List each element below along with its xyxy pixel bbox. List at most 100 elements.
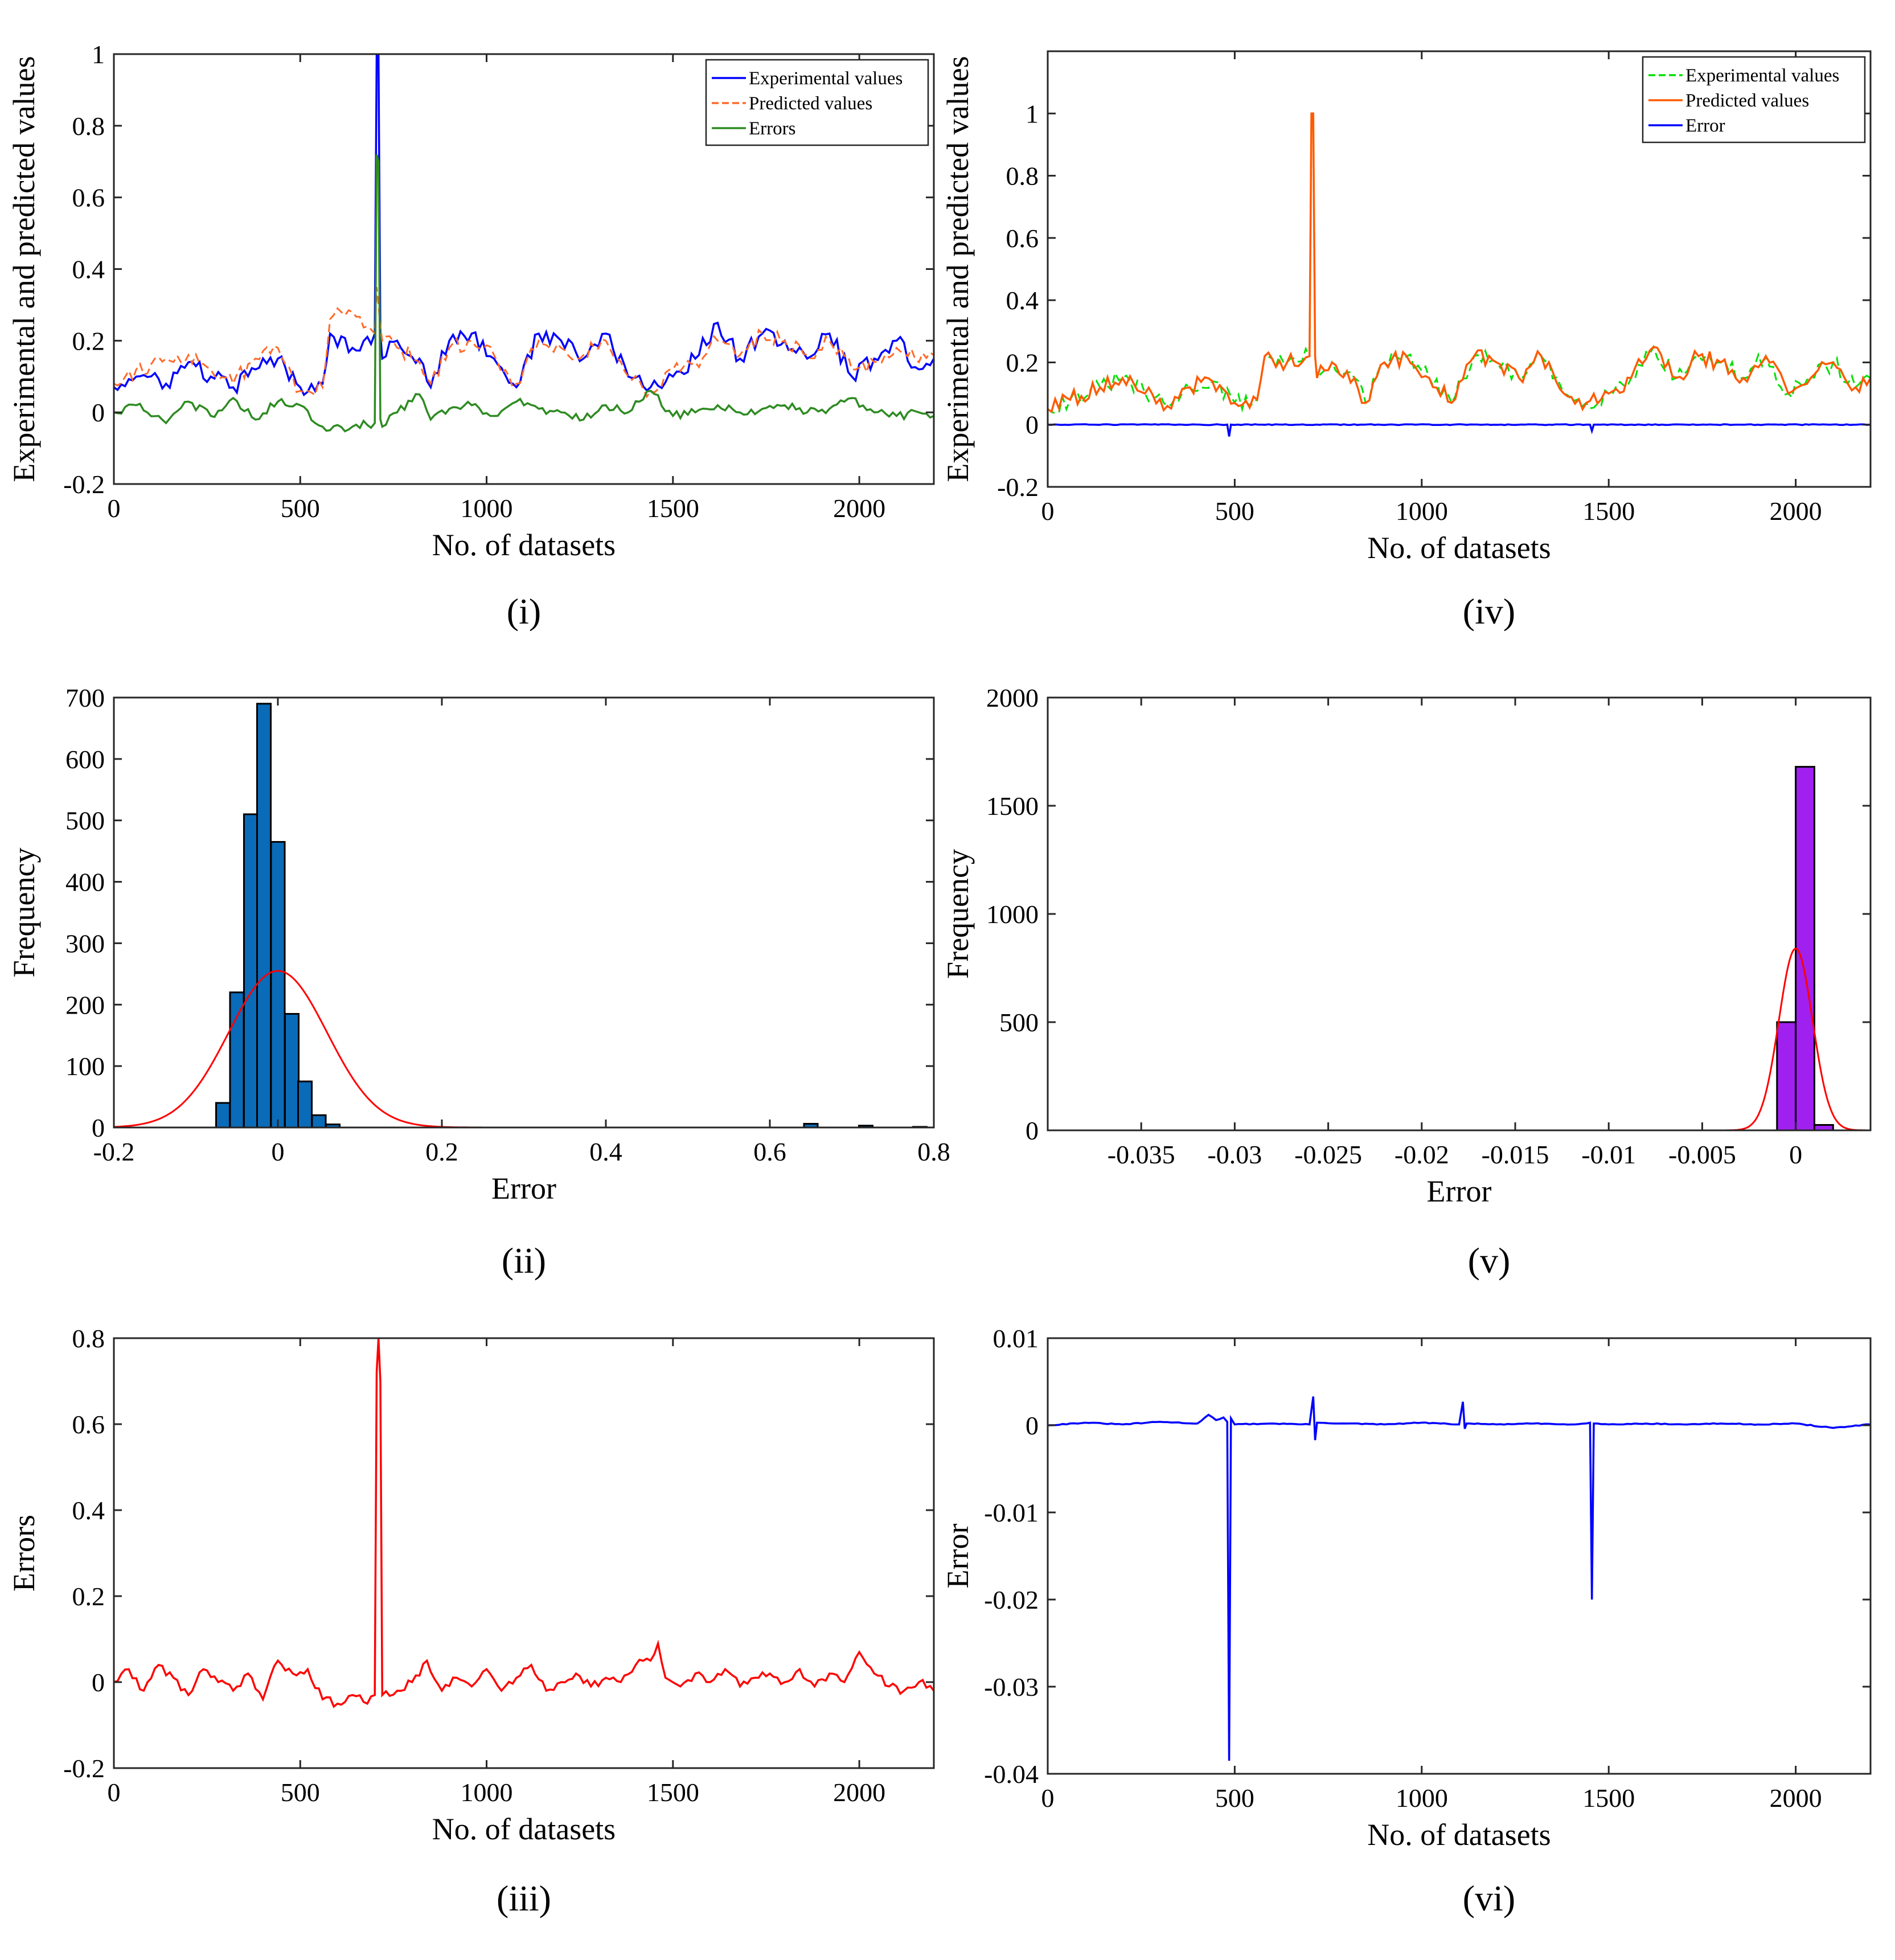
x-axis-label: No. of datasets: [1367, 1818, 1551, 1852]
y-tick-label: 700: [65, 683, 105, 712]
panel-caption: (ii): [502, 1240, 546, 1281]
legend-entry-label: Errors: [749, 118, 795, 139]
axes-box: [1047, 50, 1872, 488]
x-tick-label: -0.02: [1394, 1140, 1449, 1169]
y-tick-label: 0.6: [72, 1410, 105, 1439]
x-tick-label: 1000: [1396, 1783, 1448, 1813]
x-tick-label: 1500: [647, 1778, 699, 1807]
y-tick-label: 500: [999, 1008, 1039, 1037]
y-tick-label: 2000: [986, 683, 1039, 712]
y-axis-label: Frequency: [941, 849, 975, 979]
chart-ii: -0.2 0 0.2 0.4 0.6 0.80100200300400500600700E…: [7, 683, 950, 1281]
axes-box: [1047, 1337, 1872, 1775]
x-tick-label: 500: [1215, 1783, 1254, 1813]
histogram-bar: [1776, 1021, 1797, 1130]
y-tick-label: -0.2: [63, 1754, 105, 1783]
x-tick-label: -0.025: [1294, 1140, 1362, 1169]
x-tick-label: -0.005: [1668, 1140, 1736, 1169]
x-tick-label: 0: [1041, 497, 1055, 526]
histogram-bar: [284, 1012, 300, 1127]
histogram-bar: [215, 1102, 231, 1127]
y-tick-label: 600: [65, 745, 105, 774]
histogram-bar: [297, 1080, 313, 1127]
y-tick-label: -0.02: [984, 1585, 1039, 1614]
x-tick-label: 2000: [1770, 497, 1822, 526]
x-tick-label: 1500: [1582, 1783, 1635, 1813]
x-tick-label: 1500: [1582, 497, 1635, 526]
y-axis-label: Error: [941, 1524, 975, 1589]
y-tick-label: 0: [1026, 411, 1039, 440]
y-axis-label: Frequency: [7, 848, 41, 978]
y-tick-label: 1000: [986, 900, 1039, 929]
y-tick-label: 0.01: [993, 1324, 1039, 1353]
panel-caption: (i): [507, 591, 541, 632]
plot-content: [114, 54, 934, 433]
legend-entry-label: Predicted values: [749, 93, 872, 114]
y-tick-label: 0: [1026, 1116, 1039, 1145]
panel-caption: (v): [1468, 1240, 1511, 1281]
plot-content: [114, 1338, 934, 1708]
plot-area: [114, 1338, 934, 1768]
histogram-bar: [229, 991, 245, 1127]
x-axis-label: No. of datasets: [432, 1812, 616, 1846]
plot-area: [1048, 698, 1871, 1130]
x-tick-label: 1000: [461, 1778, 513, 1807]
y-tick-label: 400: [65, 868, 105, 897]
x-axis-label: Error: [491, 1171, 556, 1205]
x-tick-label: 2000: [1770, 1783, 1822, 1813]
y-tick-label: 0.6: [1006, 224, 1039, 253]
x-tick-label: 0.6: [753, 1137, 786, 1166]
y-tick-label: -0.04: [984, 1760, 1039, 1789]
x-tick-label: -0.015: [1482, 1140, 1549, 1169]
y-tick-label: 0.4: [72, 255, 105, 284]
histogram-bar: [311, 1114, 327, 1127]
x-tick-label: 0: [272, 1137, 285, 1166]
x-tick-label: 0: [108, 494, 121, 523]
normal-fit-curve: [114, 970, 934, 1127]
y-tick-label: 0.8: [72, 1324, 105, 1353]
x-tick-label: 500: [281, 494, 320, 523]
x-tick-label: 1000: [1396, 497, 1448, 526]
y-tick-label: 0: [92, 1113, 105, 1142]
y-tick-label: 300: [65, 929, 105, 958]
legend: Experimental values Predicted values Error: [1642, 56, 1866, 143]
x-tick-label: 0: [108, 1778, 121, 1807]
panel-caption: (iii): [497, 1878, 551, 1918]
x-tick-label: 0.8: [917, 1137, 950, 1166]
y-tick-label: 0.6: [72, 183, 105, 212]
x-tick-label: 0: [1789, 1140, 1802, 1169]
x-axis-label: No. of datasets: [432, 528, 616, 562]
x-tick-label: -0.01: [1581, 1140, 1636, 1169]
y-tick-label: 0.8: [72, 112, 105, 141]
y-tick-label: 0.2: [72, 326, 105, 355]
x-axis-label: No. of datasets: [1367, 531, 1551, 565]
x-tick-label: 1000: [461, 494, 513, 523]
x-tick-label: 500: [1215, 497, 1254, 526]
x-tick-label: 0.2: [425, 1137, 458, 1166]
axes-box: [113, 696, 935, 1129]
y-tick-label: 1500: [986, 792, 1039, 821]
x-axis-label: Error: [1427, 1174, 1492, 1208]
histogram-bar: [256, 703, 272, 1127]
y-tick-label: 0: [1026, 1411, 1039, 1440]
y-tick-label: 200: [65, 990, 105, 1019]
chart-vi: 0 500 1000 1500 2000 -0.04 -0.03 -0.02 -0.01 0 0.0…: [941, 1324, 1872, 1918]
chart-iii: 0 500 1000 1500 2000-0.200.20.40.60.8No. of …: [7, 1324, 935, 1918]
plot-content: [1048, 1396, 1871, 1761]
chart-v: -0.035 -0.03 -0.025 -0.02 -0.015 -0.01 -0.005 0…: [941, 683, 1872, 1281]
series-line: [1048, 1396, 1871, 1761]
legend: Experimental values Predicted values Error…: [705, 59, 929, 146]
histogram-bar: [270, 840, 286, 1127]
panel-caption: (iv): [1463, 591, 1515, 632]
y-tick-label: 0: [92, 398, 105, 427]
y-tick-label: 500: [65, 806, 105, 835]
histogram-bar: [1795, 766, 1815, 1130]
x-tick-label: 0: [1041, 1783, 1055, 1813]
y-tick-label: -0.2: [997, 473, 1039, 502]
y-tick-label: 0.4: [1006, 286, 1039, 315]
plot-area: [1048, 1338, 1871, 1774]
y-tick-label: -0.2: [63, 470, 105, 499]
